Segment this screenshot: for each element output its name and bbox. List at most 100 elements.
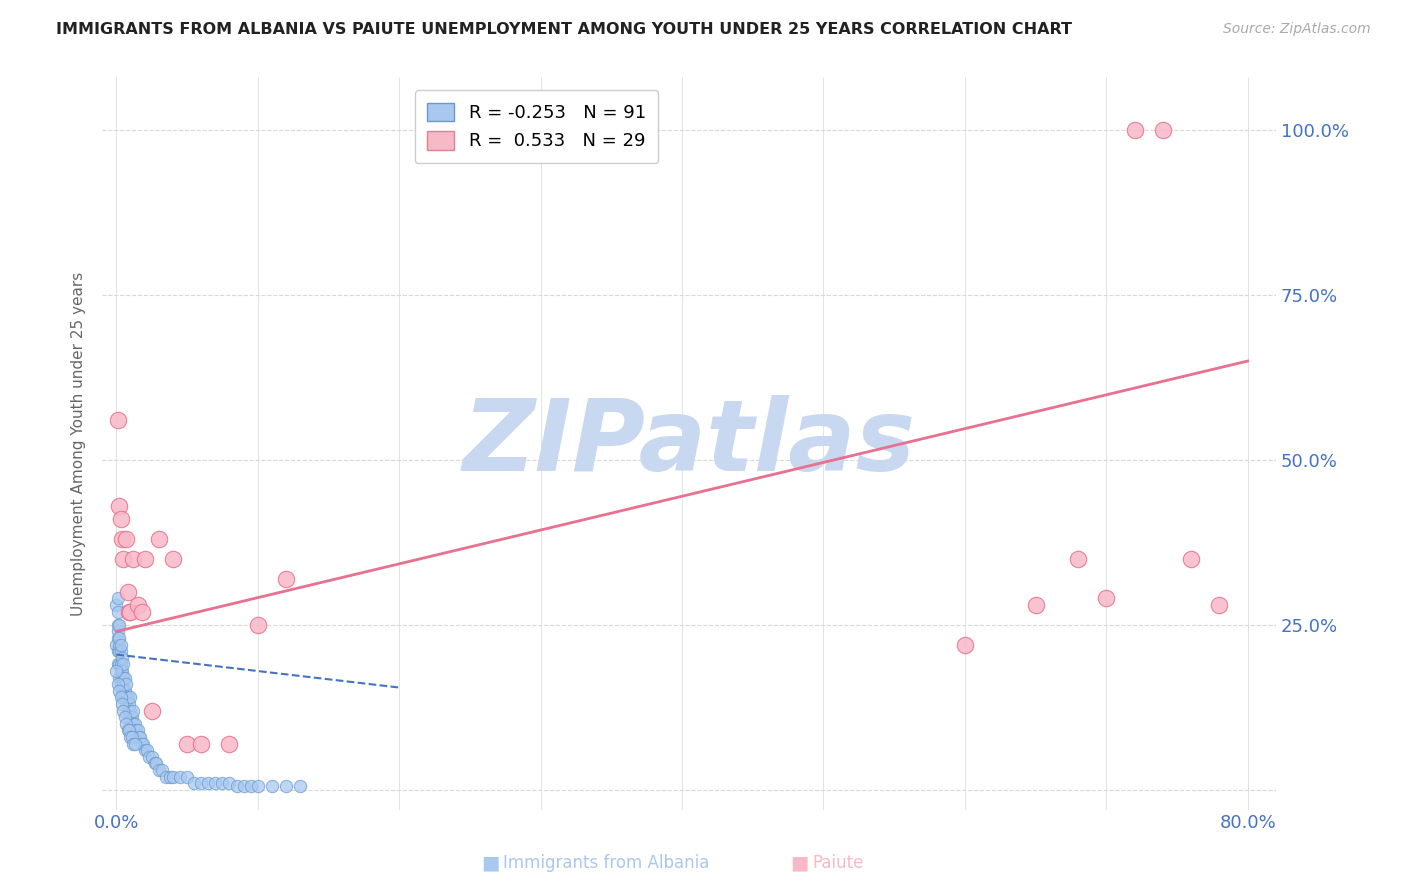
Text: ZIPatlas: ZIPatlas [463,395,915,492]
Point [122,716,145,731]
Point [111,650,134,665]
Point [112,657,135,672]
Point [120,704,142,718]
Point [111,664,134,678]
Point [274,572,297,586]
Point [114,710,136,724]
Point [108,499,131,513]
Point [1152,123,1174,137]
Point [260,780,283,794]
Point [190,737,212,751]
Point [108,671,131,685]
Point [1208,598,1230,612]
Point [176,770,198,784]
Point [225,780,247,794]
Point [120,730,142,744]
Point [148,763,170,777]
Point [118,704,141,718]
Point [112,671,135,685]
Point [121,710,143,724]
Point [105,598,128,612]
Point [129,730,152,744]
Point [143,756,166,771]
Point [232,780,254,794]
Point [190,776,212,790]
Point [110,690,132,705]
Point [131,737,153,751]
Point [108,683,131,698]
Point [1180,552,1202,566]
Point [1095,591,1118,606]
Point [107,657,129,672]
Point [107,624,129,639]
Point [246,618,269,632]
Point [110,677,132,691]
Point [1025,598,1047,612]
Point [162,770,184,784]
Point [124,737,146,751]
Point [110,512,132,526]
Point [141,749,163,764]
Point [141,704,163,718]
Point [108,631,131,645]
Point [112,677,135,691]
Point [176,737,198,751]
Point [134,743,156,757]
Point [115,532,138,546]
Point [204,776,226,790]
Point [112,704,135,718]
Point [118,605,141,619]
Point [114,671,136,685]
Point [110,644,132,658]
Point [112,552,135,566]
Point [114,690,136,705]
Point [122,704,145,718]
Point [211,776,233,790]
Y-axis label: Unemployment Among Youth under 25 years: Unemployment Among Youth under 25 years [72,271,86,615]
Point [274,780,297,794]
Point [138,749,160,764]
Point [953,638,976,652]
Point [117,690,139,705]
Point [150,763,173,777]
Point [148,532,170,546]
Point [290,780,312,794]
Point [115,677,138,691]
Point [108,638,131,652]
Point [125,723,148,738]
Point [128,730,150,744]
Point [107,591,129,606]
Point [114,683,136,698]
Text: ■: ■ [481,854,499,872]
Point [218,737,240,751]
Text: Source: ZipAtlas.com: Source: ZipAtlas.com [1223,22,1371,37]
Point [159,770,181,784]
Point [197,776,219,790]
Point [132,737,155,751]
Point [134,552,156,566]
Point [108,618,131,632]
Point [107,644,129,658]
Point [117,585,139,599]
Point [124,716,146,731]
Point [110,664,132,678]
Point [122,552,145,566]
Text: ■: ■ [790,854,808,872]
Point [218,776,240,790]
Point [111,671,134,685]
Point [115,690,138,705]
Point [127,598,149,612]
Text: IMMIGRANTS FROM ALBANIA VS PAIUTE UNEMPLOYMENT AMONG YOUTH UNDER 25 YEARS CORREL: IMMIGRANTS FROM ALBANIA VS PAIUTE UNEMPL… [56,22,1073,37]
Point [127,723,149,738]
Point [120,690,142,705]
Point [107,631,129,645]
Point [155,770,177,784]
Point [117,723,139,738]
Point [112,690,135,705]
Text: Immigrants from Albania: Immigrants from Albania [503,855,710,872]
Point [121,730,143,744]
Point [1067,552,1090,566]
Legend: R = -0.253   N = 91, R =  0.533   N = 29: R = -0.253 N = 91, R = 0.533 N = 29 [415,90,658,163]
Point [107,618,129,632]
Point [107,677,129,691]
